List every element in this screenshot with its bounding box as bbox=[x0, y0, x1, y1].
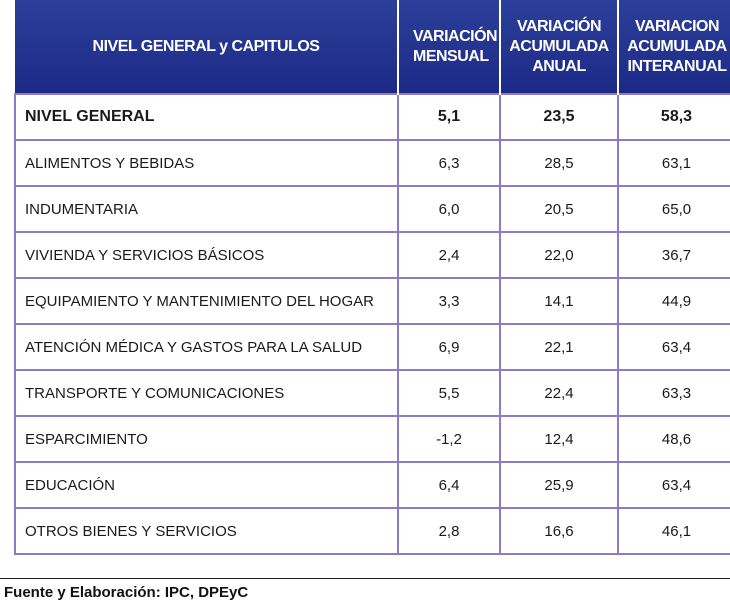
row-annual: 22,1 bbox=[499, 323, 619, 371]
footer-divider bbox=[0, 578, 730, 579]
row-name: TRANSPORTE Y COMUNICACIONES bbox=[14, 369, 399, 417]
row-monthly: 6,4 bbox=[397, 461, 501, 509]
row-monthly: 2,8 bbox=[397, 507, 501, 555]
header-interannual-label: VARIACION ACUMULADA INTERANUAL bbox=[627, 17, 727, 75]
header-annual-label: VARIACIÓN ACUMULADA ANUAL bbox=[509, 17, 609, 75]
row-name: OTROS BIENES Y SERVICIOS bbox=[14, 507, 399, 555]
row-name: INDUMENTARIA bbox=[14, 185, 399, 233]
table-row: INDUMENTARIA 6,0 20,5 65,0 bbox=[14, 185, 730, 233]
row-annual: 20,5 bbox=[499, 185, 619, 233]
row-name: ESPARCIMIENTO bbox=[14, 415, 399, 463]
table-row: ALIMENTOS Y BEBIDAS 6,3 28,5 63,1 bbox=[14, 139, 730, 187]
row-name: ALIMENTOS Y BEBIDAS bbox=[14, 139, 399, 187]
row-annual: 25,9 bbox=[499, 461, 619, 509]
row-interannual: 65,0 bbox=[617, 185, 730, 233]
row-annual: 14,1 bbox=[499, 277, 619, 325]
row-name: VIVIENDA Y SERVICIOS BÁSICOS bbox=[14, 231, 399, 279]
row-monthly: 6,9 bbox=[397, 323, 501, 371]
row-name: ATENCIÓN MÉDICA Y GASTOS PARA LA SALUD bbox=[14, 323, 399, 371]
row-monthly: 5,1 bbox=[397, 93, 501, 141]
row-annual: 12,4 bbox=[499, 415, 619, 463]
row-monthly: 6,3 bbox=[397, 139, 501, 187]
row-monthly: -1,2 bbox=[397, 415, 501, 463]
table-row: ATENCIÓN MÉDICA Y GASTOS PARA LA SALUD 6… bbox=[14, 323, 730, 371]
header-chapters: NIVEL GENERAL y CAPITULOS bbox=[15, 0, 399, 94]
row-interannual: 46,1 bbox=[617, 507, 730, 555]
row-annual: 28,5 bbox=[499, 139, 619, 187]
row-interannual: 58,3 bbox=[617, 93, 730, 141]
header-monthly-label: VARIACIÓN MENSUAL bbox=[413, 27, 498, 65]
header-monthly: VARIACIÓN MENSUAL bbox=[398, 0, 501, 94]
row-name: NIVEL GENERAL bbox=[14, 93, 399, 141]
header-chapters-label: NIVEL GENERAL y CAPITULOS bbox=[92, 37, 320, 55]
row-monthly: 6,0 bbox=[397, 185, 501, 233]
inflation-table-container: NIVEL GENERAL y CAPITULOS VARIACIÓN MENS… bbox=[14, 0, 730, 555]
row-interannual: 63,1 bbox=[617, 139, 730, 187]
row-interannual: 48,6 bbox=[617, 415, 730, 463]
row-annual: 23,5 bbox=[499, 93, 619, 141]
row-annual: 16,6 bbox=[499, 507, 619, 555]
table-row: ESPARCIMIENTO -1,2 12,4 48,6 bbox=[14, 415, 730, 463]
table-row: NIVEL GENERAL 5,1 23,5 58,3 bbox=[14, 93, 730, 141]
row-annual: 22,0 bbox=[499, 231, 619, 279]
row-interannual: 36,7 bbox=[617, 231, 730, 279]
row-name: EQUIPAMIENTO Y MANTENIMIENTO DEL HOGAR bbox=[14, 277, 399, 325]
table-row: VIVIENDA Y SERVICIOS BÁSICOS 2,4 22,0 36… bbox=[14, 231, 730, 279]
row-interannual: 63,4 bbox=[617, 323, 730, 371]
row-monthly: 5,5 bbox=[397, 369, 501, 417]
table-row: EQUIPAMIENTO Y MANTENIMIENTO DEL HOGAR 3… bbox=[14, 277, 730, 325]
row-monthly: 3,3 bbox=[397, 277, 501, 325]
table-row: TRANSPORTE Y COMUNICACIONES 5,5 22,4 63,… bbox=[14, 369, 730, 417]
table-row: OTROS BIENES Y SERVICIOS 2,8 16,6 46,1 bbox=[14, 507, 730, 555]
row-interannual: 63,4 bbox=[617, 461, 730, 509]
header-interannual: VARIACION ACUMULADA INTERANUAL bbox=[618, 0, 730, 94]
table-row: EDUCACIÓN 6,4 25,9 63,4 bbox=[14, 461, 730, 509]
row-annual: 22,4 bbox=[499, 369, 619, 417]
header-annual: VARIACIÓN ACUMULADA ANUAL bbox=[500, 0, 619, 94]
row-interannual: 63,3 bbox=[617, 369, 730, 417]
table-header-row: NIVEL GENERAL y CAPITULOS VARIACIÓN MENS… bbox=[15, 0, 730, 94]
row-monthly: 2,4 bbox=[397, 231, 501, 279]
source-note: Fuente y Elaboración: IPC, DPEyC bbox=[4, 584, 249, 601]
inflation-table: NIVEL GENERAL y CAPITULOS VARIACIÓN MENS… bbox=[14, 0, 730, 555]
row-interannual: 44,9 bbox=[617, 277, 730, 325]
row-name: EDUCACIÓN bbox=[14, 461, 399, 509]
